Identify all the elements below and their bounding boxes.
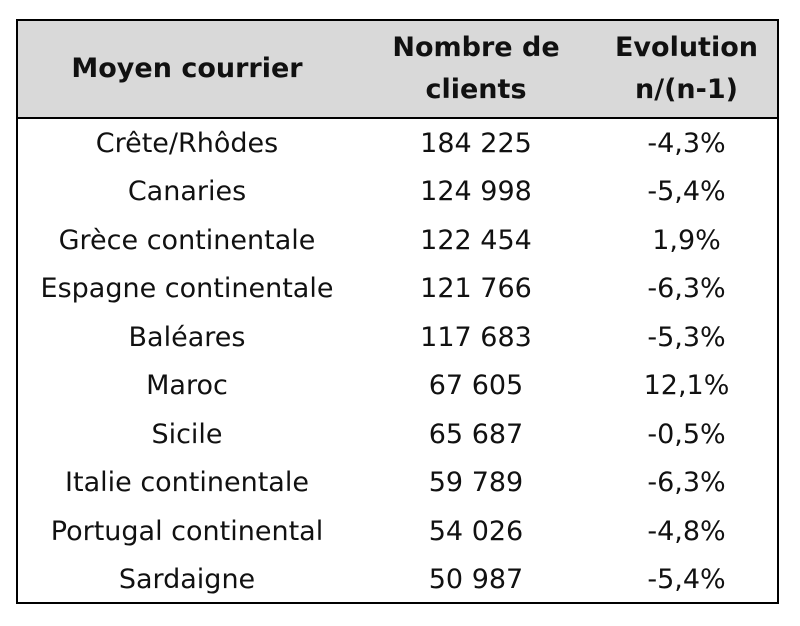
evolution-cell: -5,4% <box>647 176 726 208</box>
evolution-cell: 12,1% <box>643 370 730 402</box>
destination-cell: Canaries <box>127 176 247 208</box>
destination-cell: Maroc <box>146 370 228 402</box>
table-row: Italie continentale 59 789 -6,3% <box>18 459 777 508</box>
destinations-table: Moyen courrier Nombre de clients Evoluti… <box>16 19 779 604</box>
table-row: Sardaigne 50 987 -5,4% <box>18 556 777 605</box>
client-count-cell: 184 225 <box>420 127 532 159</box>
client-count-cell: 65 687 <box>428 418 524 450</box>
destination-cell: Grèce continentale <box>58 224 316 256</box>
table-row: Maroc 67 605 12,1% <box>18 362 777 411</box>
destination-cell: Espagne continentale <box>40 273 334 305</box>
evolution-cell: -4,3% <box>647 127 726 159</box>
header-evolution: Evolution n/(n-1) <box>614 32 758 105</box>
destination-cell: Portugal continental <box>50 515 324 547</box>
evolution-cell: -6,3% <box>647 467 726 499</box>
header-destination: Moyen courrier <box>71 53 303 84</box>
table-row: Canaries 124 998 -5,4% <box>18 168 777 217</box>
evolution-cell: -6,3% <box>647 273 726 305</box>
client-count-cell: 122 454 <box>420 224 532 256</box>
client-count-cell: 124 998 <box>420 176 532 208</box>
destination-cell: Baléares <box>128 321 246 353</box>
destination-cell: Italie continentale <box>65 467 309 499</box>
table-body: Crête/Rhôdes 184 225 -4,3% Canaries 124 … <box>18 119 777 604</box>
destination-cell: Sardaigne <box>118 564 256 596</box>
client-count-cell: 117 683 <box>420 321 532 353</box>
client-count-cell: 54 026 <box>428 515 524 547</box>
client-count-cell: 67 605 <box>428 370 524 402</box>
table-row: Baléares 117 683 -5,3% <box>18 313 777 362</box>
table-header: Moyen courrier Nombre de clients Evoluti… <box>18 21 777 119</box>
table-row: Sicile 65 687 -0,5% <box>18 410 777 459</box>
client-count-cell: 50 987 <box>428 564 524 596</box>
evolution-cell: 1,9% <box>652 224 721 256</box>
destination-cell: Sicile <box>151 418 223 450</box>
client-count-cell: 121 766 <box>420 273 532 305</box>
evolution-cell: -0,5% <box>647 418 726 450</box>
evolution-cell: -5,3% <box>647 321 726 353</box>
header-client-count: Nombre de clients <box>392 32 560 105</box>
table-row: Espagne continentale 121 766 -6,3% <box>18 265 777 314</box>
evolution-cell: -4,8% <box>647 515 726 547</box>
table-row: Crête/Rhôdes 184 225 -4,3% <box>18 119 777 168</box>
table-row: Portugal continental 54 026 -4,8% <box>18 507 777 556</box>
evolution-cell: -5,4% <box>647 564 726 596</box>
table-row: Grèce continentale 122 454 1,9% <box>18 216 777 265</box>
destination-cell: Crête/Rhôdes <box>95 127 279 159</box>
client-count-cell: 59 789 <box>428 467 524 499</box>
